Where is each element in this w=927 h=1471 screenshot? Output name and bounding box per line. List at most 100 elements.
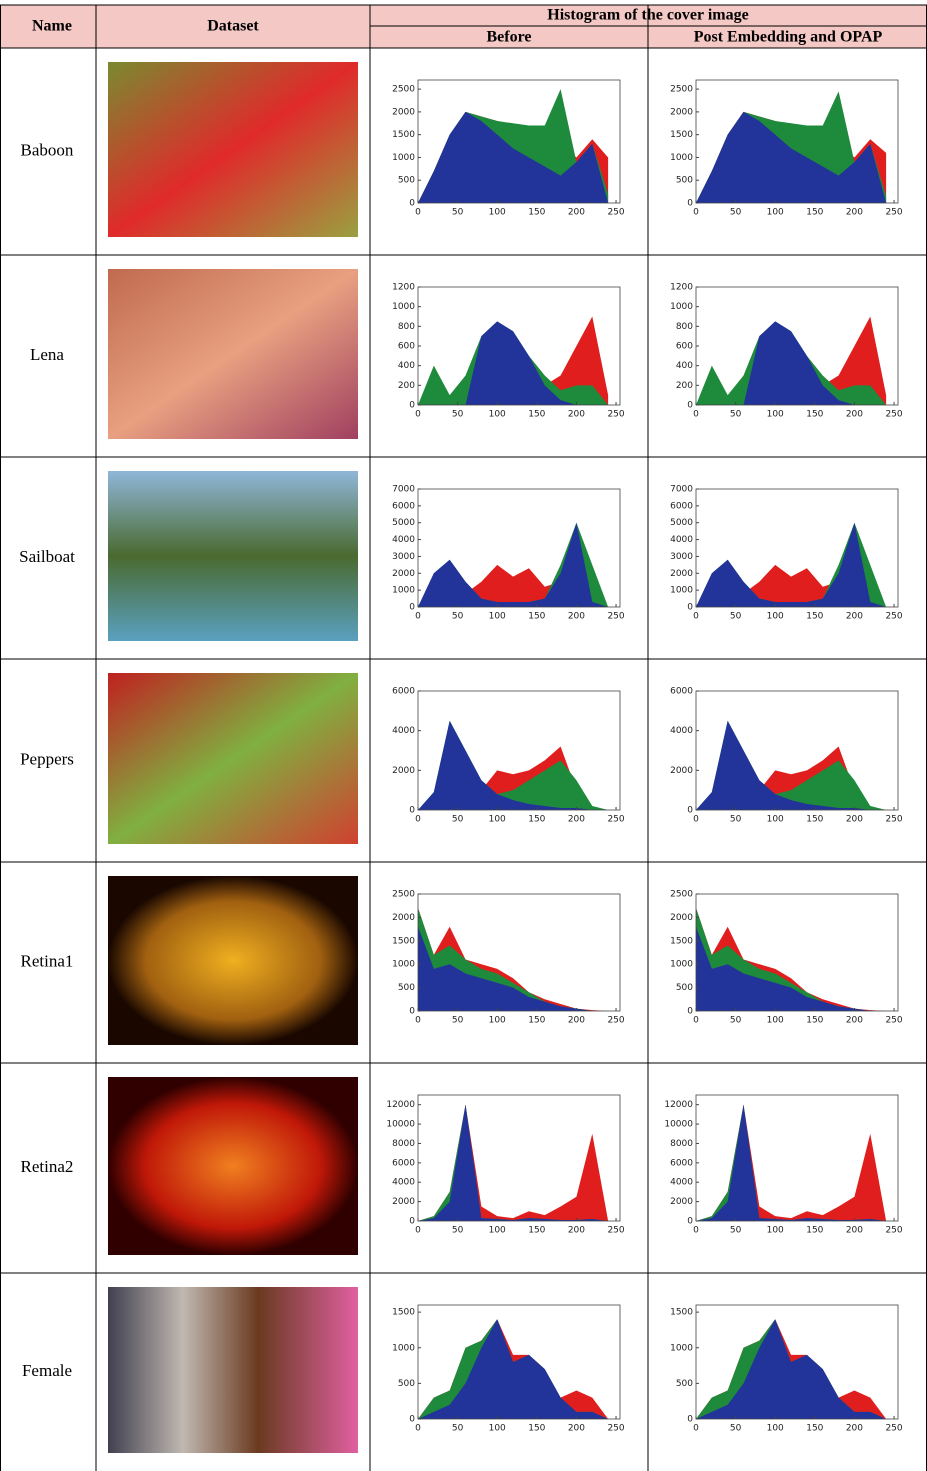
- y-tick-label: 600: [398, 342, 415, 352]
- x-tick-label: 250: [607, 1424, 624, 1434]
- y-tick-label: 4000: [392, 1178, 415, 1188]
- x-tick-label: 100: [767, 1226, 784, 1236]
- x-tick-label: 0: [415, 612, 421, 622]
- y-tick-label: 3000: [392, 552, 415, 562]
- y-tick-label: 6000: [392, 687, 415, 697]
- x-tick-label: 0: [415, 815, 421, 825]
- y-tick-label: 1000: [670, 960, 693, 970]
- y-tick-label: 500: [676, 983, 693, 993]
- y-tick-label: 1000: [670, 153, 693, 163]
- row-name: Baboon: [21, 140, 74, 159]
- y-tick-label: 200: [676, 381, 693, 391]
- y-tick-label: 2000: [392, 1197, 415, 1207]
- x-tick-label: 50: [452, 1424, 464, 1434]
- y-tick-label: 4000: [392, 726, 415, 736]
- x-tick-label: 50: [452, 410, 464, 420]
- row-name: Sailboat: [19, 547, 75, 566]
- y-tick-label: 6000: [670, 501, 693, 511]
- y-tick-label: 10000: [386, 1120, 415, 1130]
- x-tick-label: 150: [806, 208, 823, 218]
- x-tick-label: 250: [885, 1226, 902, 1236]
- x-tick-label: 250: [607, 1226, 624, 1236]
- y-tick-label: 4000: [670, 1178, 693, 1188]
- y-tick-label: 3000: [670, 552, 693, 562]
- y-tick-label: 1500: [392, 130, 415, 140]
- row-name: Peppers: [20, 749, 74, 768]
- x-tick-label: 150: [806, 1226, 823, 1236]
- x-tick-label: 250: [885, 815, 902, 825]
- y-tick-label: 10000: [664, 1120, 693, 1130]
- y-tick-label: 2000: [670, 913, 693, 923]
- y-tick-label: 1000: [392, 960, 415, 970]
- y-tick-label: 2500: [670, 890, 693, 900]
- y-tick-label: 2000: [670, 569, 693, 579]
- x-tick-label: 100: [489, 1016, 506, 1026]
- y-tick-label: 500: [676, 1379, 693, 1389]
- x-tick-label: 50: [730, 1424, 742, 1434]
- y-tick-label: 2500: [392, 85, 415, 95]
- y-tick-label: 1000: [392, 1343, 415, 1353]
- x-tick-label: 250: [885, 1016, 902, 1026]
- y-tick-label: 400: [676, 361, 693, 371]
- header-dataset: Dataset: [207, 18, 259, 35]
- x-tick-label: 200: [568, 815, 585, 825]
- x-tick-label: 200: [568, 208, 585, 218]
- x-tick-label: 50: [730, 815, 742, 825]
- x-tick-label: 100: [767, 1016, 784, 1026]
- x-tick-label: 50: [730, 1226, 742, 1236]
- dataset-image: [108, 269, 358, 439]
- results-table: Name Dataset Histogram of the cover imag…: [0, 0, 927, 1471]
- x-tick-label: 150: [528, 1016, 545, 1026]
- y-tick-label: 2000: [670, 107, 693, 117]
- y-tick-label: 1200: [670, 283, 693, 293]
- x-tick-label: 150: [806, 1424, 823, 1434]
- x-tick-label: 100: [767, 1424, 784, 1434]
- x-tick-label: 200: [846, 410, 863, 420]
- x-tick-label: 0: [693, 410, 699, 420]
- y-tick-label: 1500: [670, 130, 693, 140]
- dataset-image: [108, 876, 358, 1045]
- y-tick-label: 1000: [392, 302, 415, 312]
- x-tick-label: 150: [806, 815, 823, 825]
- x-tick-label: 0: [415, 1226, 421, 1236]
- y-tick-label: 500: [398, 983, 415, 993]
- y-tick-label: 6000: [392, 1158, 415, 1168]
- row-name: Female: [22, 1361, 72, 1380]
- x-tick-label: 150: [528, 1226, 545, 1236]
- y-tick-label: 6000: [670, 1158, 693, 1168]
- y-tick-label: 200: [398, 381, 415, 391]
- x-tick-label: 250: [607, 1016, 624, 1026]
- y-tick-label: 1500: [670, 1308, 693, 1318]
- dataset-image: [108, 1287, 358, 1453]
- x-tick-label: 0: [415, 208, 421, 218]
- x-tick-label: 200: [846, 1424, 863, 1434]
- x-tick-label: 100: [489, 815, 506, 825]
- x-tick-label: 250: [885, 410, 902, 420]
- x-tick-label: 200: [568, 1424, 585, 1434]
- y-tick-label: 500: [398, 1379, 415, 1389]
- x-tick-label: 50: [452, 1016, 464, 1026]
- y-tick-label: 4000: [670, 535, 693, 545]
- y-tick-label: 2000: [392, 107, 415, 117]
- x-tick-label: 250: [885, 612, 902, 622]
- y-tick-label: 1500: [670, 936, 693, 946]
- y-tick-label: 4000: [392, 535, 415, 545]
- dataset-image: [108, 673, 358, 844]
- y-tick-label: 500: [676, 176, 693, 186]
- x-tick-label: 100: [767, 208, 784, 218]
- y-tick-label: 1200: [392, 283, 415, 293]
- dataset-image: [108, 62, 358, 237]
- x-tick-label: 150: [528, 815, 545, 825]
- y-tick-label: 5000: [670, 518, 693, 528]
- y-tick-label: 12000: [664, 1100, 693, 1110]
- x-tick-label: 100: [489, 1424, 506, 1434]
- x-tick-label: 200: [568, 612, 585, 622]
- x-tick-label: 250: [607, 815, 624, 825]
- x-tick-label: 50: [730, 410, 742, 420]
- x-tick-label: 100: [767, 815, 784, 825]
- header-before: Before: [486, 29, 531, 46]
- x-tick-label: 50: [730, 1016, 742, 1026]
- x-tick-label: 150: [528, 410, 545, 420]
- y-tick-label: 2000: [392, 766, 415, 776]
- dataset-image: [108, 1077, 358, 1255]
